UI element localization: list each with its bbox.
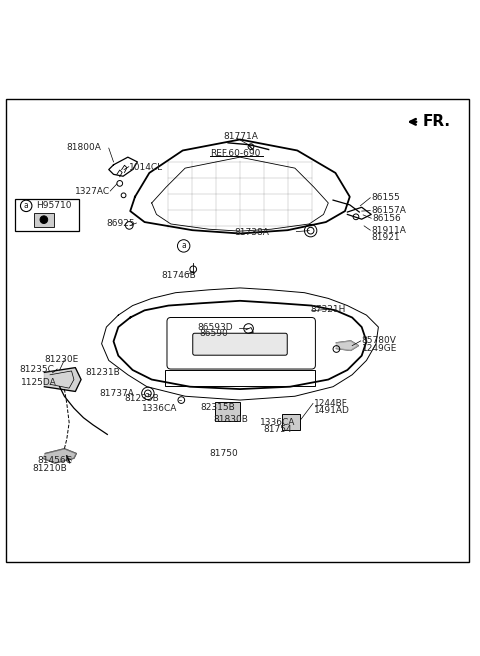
Text: 81230E: 81230E — [44, 356, 79, 365]
Text: 81210B: 81210B — [33, 464, 67, 473]
Text: 1244BF: 1244BF — [314, 399, 348, 408]
Text: 81921: 81921 — [371, 233, 400, 242]
Text: 86593D: 86593D — [197, 323, 233, 332]
Text: 81754: 81754 — [263, 424, 291, 434]
Text: 86590: 86590 — [199, 329, 228, 338]
Text: 81235B: 81235B — [124, 394, 159, 403]
Text: 1014CL: 1014CL — [129, 163, 163, 172]
Bar — [15, 199, 79, 231]
Circle shape — [40, 216, 48, 224]
Text: 82315B: 82315B — [201, 403, 236, 412]
Text: 86925: 86925 — [107, 218, 135, 228]
Text: 81231B: 81231B — [85, 368, 120, 377]
Bar — [215, 402, 240, 420]
Text: 1249GE: 1249GE — [362, 344, 397, 353]
Text: 81738A: 81738A — [235, 228, 270, 237]
FancyBboxPatch shape — [193, 333, 287, 355]
Text: REF.60-690: REF.60-690 — [210, 150, 261, 158]
Text: 85780V: 85780V — [362, 337, 396, 346]
Polygon shape — [44, 367, 81, 392]
Text: 81771A: 81771A — [223, 132, 258, 141]
Text: 1336CA: 1336CA — [142, 404, 178, 413]
Text: 1491AD: 1491AD — [314, 405, 350, 415]
Text: a: a — [24, 201, 29, 211]
Polygon shape — [336, 341, 359, 350]
Text: H95710: H95710 — [36, 201, 71, 210]
Text: 1125DA: 1125DA — [22, 379, 57, 388]
Text: a: a — [181, 241, 186, 251]
Text: 81750: 81750 — [209, 449, 238, 458]
Text: 81235C: 81235C — [20, 365, 54, 374]
Text: 81737A: 81737A — [99, 390, 134, 398]
Text: 81830B: 81830B — [214, 415, 249, 424]
Text: 81911A: 81911A — [371, 226, 406, 235]
Text: FR.: FR. — [422, 114, 450, 129]
Text: 87321H: 87321H — [311, 305, 346, 314]
Bar — [165, 371, 315, 386]
Text: 81456C: 81456C — [37, 456, 72, 465]
Bar — [34, 213, 54, 227]
Polygon shape — [43, 449, 76, 463]
Bar — [282, 414, 300, 430]
Text: 86155: 86155 — [371, 194, 400, 202]
Text: 1336CA: 1336CA — [260, 417, 295, 426]
Text: 81800A: 81800A — [67, 142, 102, 152]
Text: 1327AC: 1327AC — [75, 186, 110, 195]
Text: 86156: 86156 — [372, 214, 401, 223]
Text: 81746B: 81746B — [161, 272, 196, 281]
Text: 86157A: 86157A — [371, 206, 406, 215]
